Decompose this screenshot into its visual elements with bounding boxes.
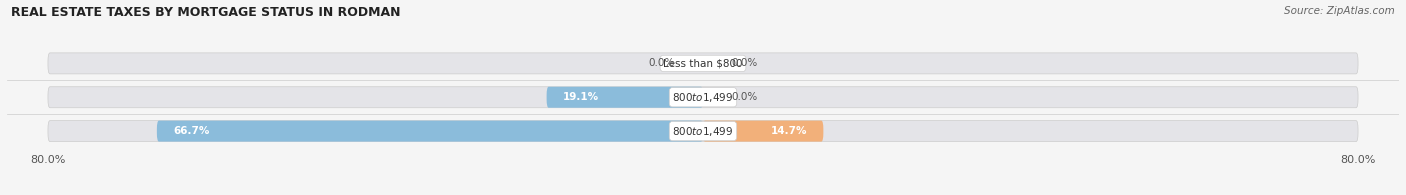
FancyBboxPatch shape [48, 87, 1358, 108]
Text: Less than $800: Less than $800 [664, 58, 742, 68]
Text: 0.0%: 0.0% [731, 58, 758, 68]
FancyBboxPatch shape [157, 121, 703, 142]
Text: 19.1%: 19.1% [562, 92, 599, 102]
Text: 0.0%: 0.0% [648, 58, 675, 68]
FancyBboxPatch shape [48, 121, 1358, 142]
Text: 14.7%: 14.7% [770, 126, 807, 136]
FancyBboxPatch shape [48, 53, 1358, 74]
Text: $800 to $1,499: $800 to $1,499 [672, 91, 734, 104]
FancyBboxPatch shape [547, 87, 703, 108]
Text: 0.0%: 0.0% [731, 92, 758, 102]
Text: 66.7%: 66.7% [173, 126, 209, 136]
Text: $800 to $1,499: $800 to $1,499 [672, 125, 734, 138]
FancyBboxPatch shape [703, 121, 824, 142]
Text: Source: ZipAtlas.com: Source: ZipAtlas.com [1284, 6, 1395, 16]
Text: REAL ESTATE TAXES BY MORTGAGE STATUS IN RODMAN: REAL ESTATE TAXES BY MORTGAGE STATUS IN … [11, 6, 401, 19]
